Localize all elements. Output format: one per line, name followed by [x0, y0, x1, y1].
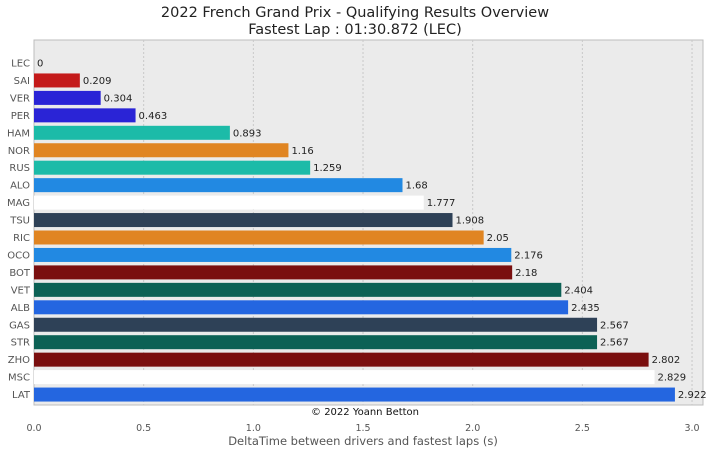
y-tick-label: SAI — [14, 76, 30, 87]
y-tick-label: OCO — [7, 250, 30, 261]
value-label: 2.829 — [658, 373, 687, 384]
chart-title: 2022 French Grand Prix - Qualifying Resu… — [160, 5, 550, 21]
value-label: 2.922 — [678, 390, 707, 401]
value-label: 0.463 — [139, 111, 168, 122]
x-axis-label: DeltaTime between drivers and fastest la… — [228, 434, 498, 448]
value-label: 2.404 — [564, 285, 593, 296]
chart-subtitle: Fastest Lap : 01:30.872 (LEC) — [248, 22, 462, 38]
y-tick-label: VET — [11, 285, 31, 296]
y-tick-label: ALO — [10, 181, 30, 192]
x-tick-label: 0.0 — [26, 423, 41, 434]
value-label: 0.209 — [83, 76, 112, 87]
value-label: 1.68 — [405, 181, 427, 192]
value-label: 2.567 — [600, 320, 629, 331]
value-label: 2.435 — [571, 303, 600, 314]
bar-mag — [34, 195, 424, 210]
value-label: 2.567 — [600, 338, 629, 349]
y-tick-label: LEC — [11, 59, 30, 70]
value-label: 2.176 — [514, 250, 543, 261]
bar-bot — [34, 265, 513, 280]
x-tick-labels: 0.0 0.5 1.0 1.5 2.0 2.5 3.0 — [26, 423, 699, 434]
value-label: 0.893 — [233, 128, 262, 139]
bar-per — [34, 108, 136, 123]
value-label: 2.802 — [652, 355, 681, 366]
x-tick-label: 0.5 — [136, 423, 151, 434]
y-tick-label: ALB — [11, 303, 30, 314]
bar-ric — [34, 230, 484, 245]
value-labels: 0 0.209 0.304 0.463 0.893 1.161.259 1.681.7771… — [37, 59, 707, 402]
y-tick-labels: LEC SAI VER PER HAM NOR RUS ALO MAG TSU RIC OCO BOT V… — [7, 59, 31, 402]
bar-ham — [34, 125, 230, 140]
y-tick-label: GAS — [9, 320, 30, 331]
y-tick-label: LAT — [12, 390, 31, 401]
value-label: 1.777 — [427, 198, 456, 209]
x-tick-label: 1.0 — [246, 423, 261, 434]
bar-alb — [34, 300, 569, 315]
bar-alo — [34, 178, 403, 193]
y-tick-label: PER — [11, 111, 30, 122]
bar-rus — [34, 160, 311, 175]
bar-str — [34, 335, 598, 350]
y-tick-label: MSC — [8, 373, 30, 384]
bar-oco — [34, 247, 512, 262]
bar-vet — [34, 282, 562, 297]
value-label: 0 — [37, 59, 43, 70]
x-tick-label: 2.5 — [575, 423, 590, 434]
y-tick-label: HAM — [7, 128, 30, 139]
y-tick-label: MAG — [7, 198, 30, 209]
x-tick-label: 2.0 — [465, 423, 480, 434]
value-label: 2.05 — [487, 233, 509, 244]
bar-msc — [34, 370, 655, 385]
y-tick-label: VER — [10, 93, 30, 104]
bar-gas — [34, 317, 598, 332]
bars — [34, 73, 675, 402]
y-tick-label: BOT — [9, 268, 31, 279]
value-label: 1.259 — [313, 163, 342, 174]
value-label: 0.304 — [104, 93, 133, 104]
y-tick-label: TSU — [9, 216, 30, 227]
value-label: 2.18 — [515, 268, 537, 279]
y-tick-label: STR — [11, 338, 30, 349]
copyright-annotation: © 2022 Yoann Betton — [311, 407, 419, 418]
bar-nor — [34, 143, 289, 158]
y-tick-label: RUS — [9, 163, 30, 174]
bar-sai — [34, 73, 80, 88]
x-tick-label: 3.0 — [684, 423, 699, 434]
y-tick-label: ZHO — [8, 355, 30, 366]
bar-ver — [34, 90, 101, 105]
x-tick-label: 1.5 — [355, 423, 370, 434]
bar-tsu — [34, 213, 453, 228]
y-tick-label: RIC — [13, 233, 30, 244]
bar-lat — [34, 387, 675, 402]
bar-zho — [34, 352, 649, 367]
y-tick-label: NOR — [8, 146, 30, 157]
value-label: 1.908 — [456, 216, 485, 227]
value-label: 1.16 — [291, 146, 313, 157]
